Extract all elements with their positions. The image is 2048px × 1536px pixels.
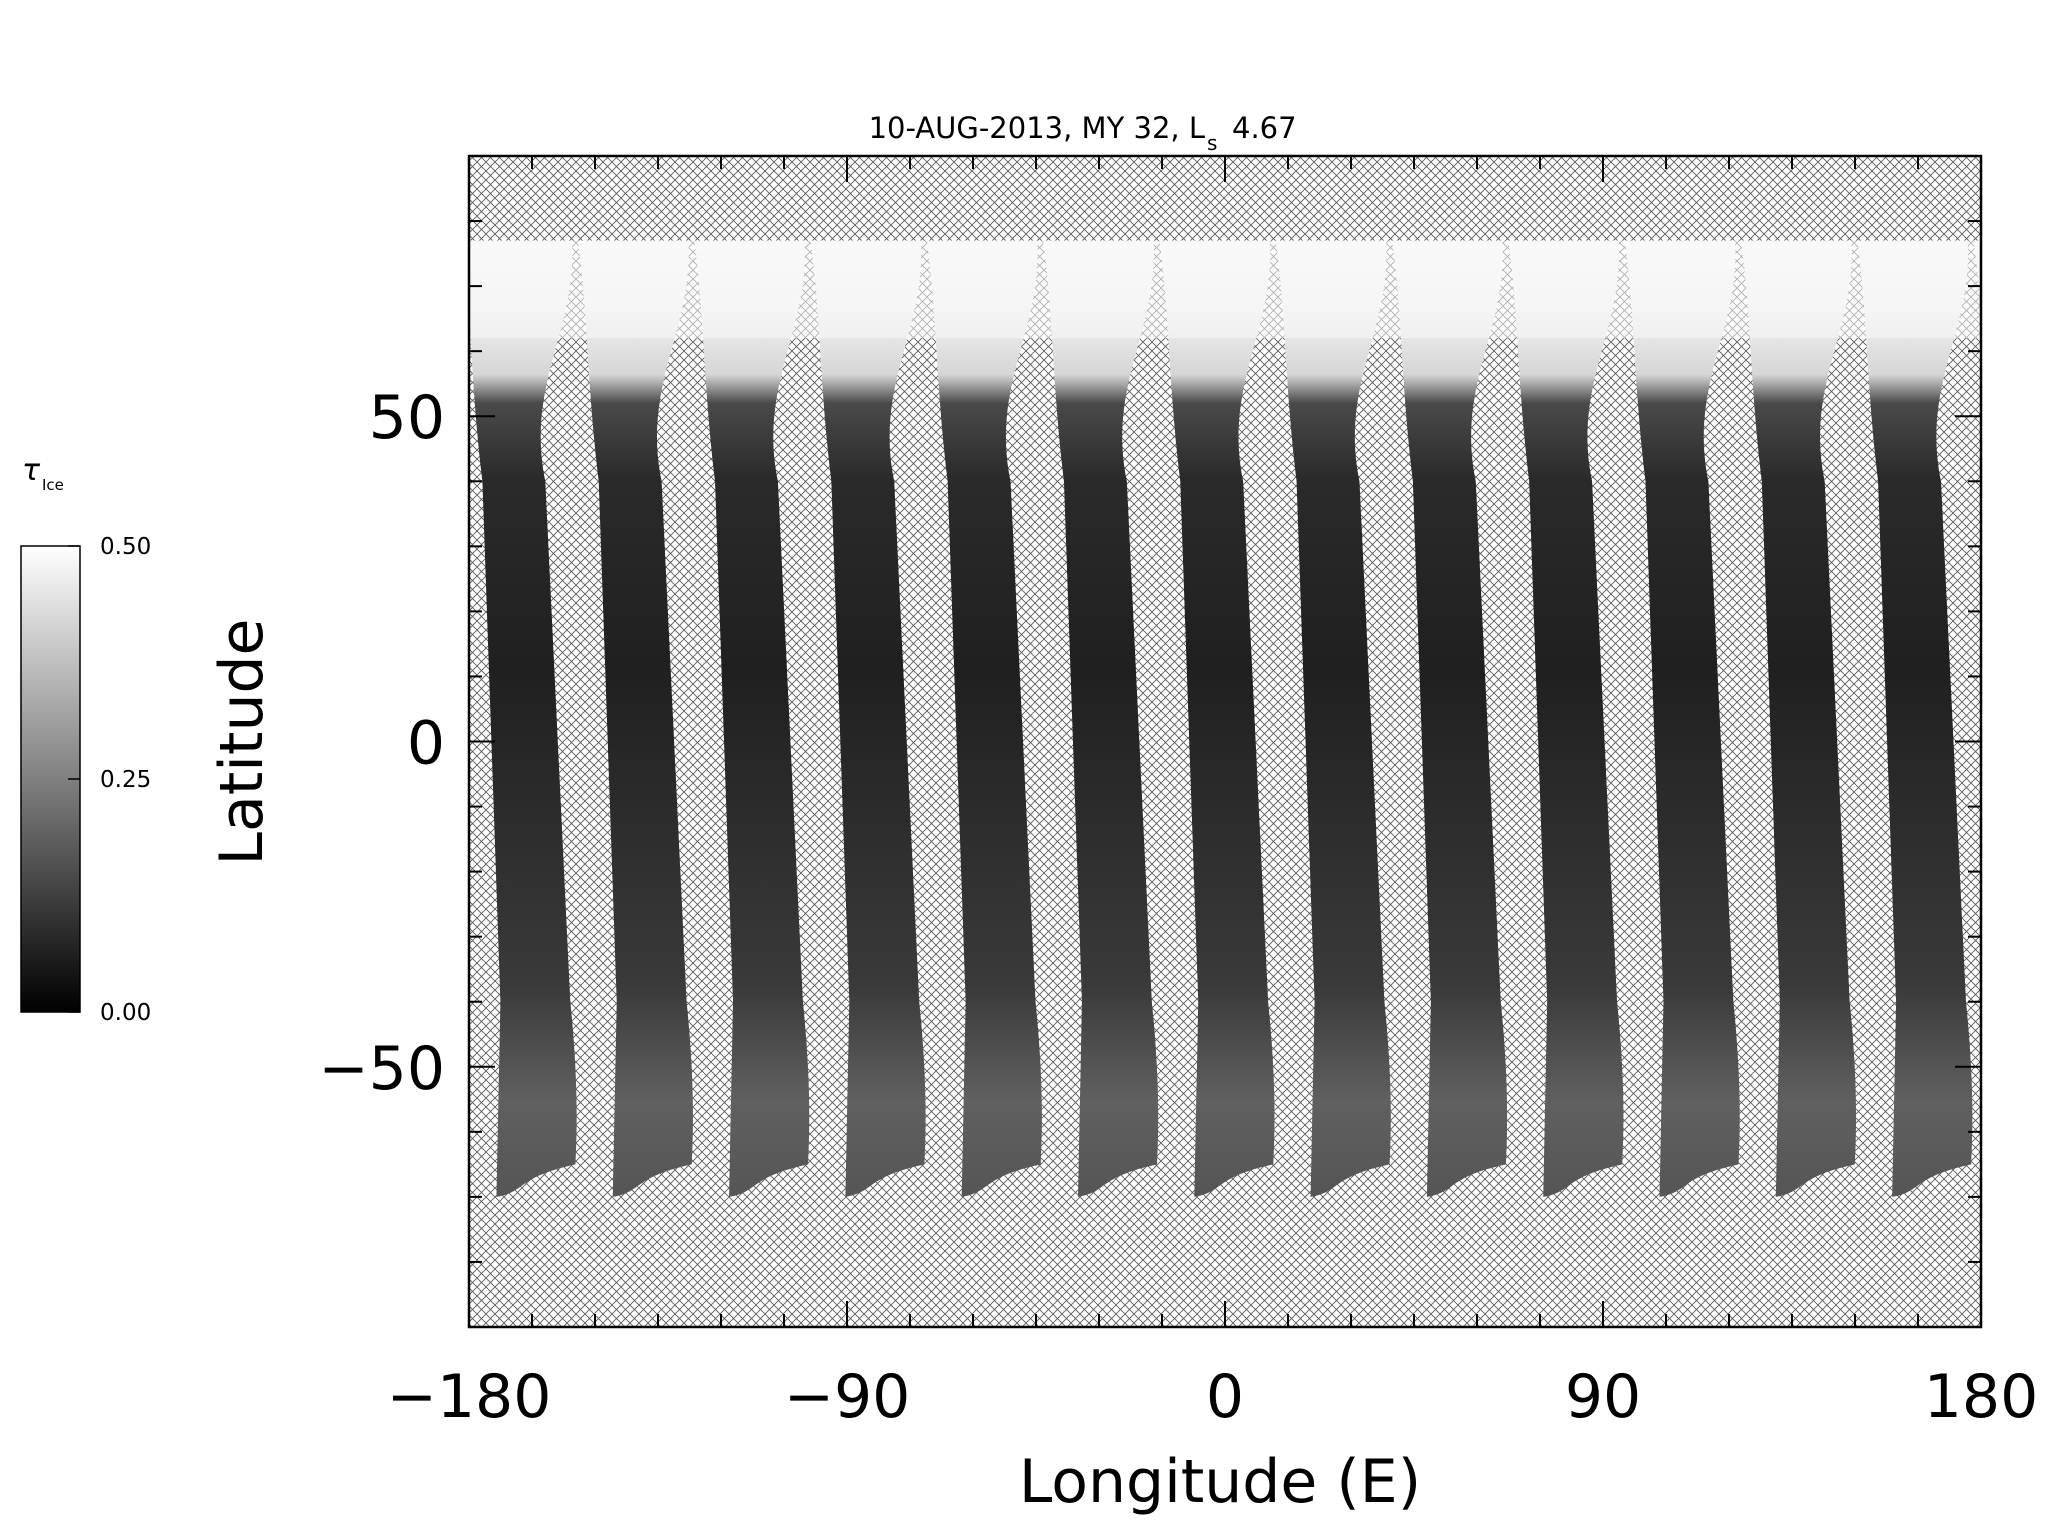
chart-title: 10-AUG-2013, MY 32, L	[869, 111, 1205, 145]
colorbar-tick-label: 0.50	[100, 534, 151, 560]
swath	[1508, 240, 1624, 1197]
swath	[810, 240, 926, 1197]
x-tick-label: −180	[387, 1362, 552, 1432]
swath	[1275, 240, 1391, 1197]
swath	[1043, 240, 1159, 1197]
y-tick-label: 0	[407, 709, 445, 779]
polar-cap-band	[469, 240, 1981, 339]
colorbar-ticks: 0.00 0.25 0.50	[68, 534, 151, 1026]
chart-title-value: 4.67	[1232, 111, 1297, 145]
swath-layer	[469, 240, 1981, 1197]
colorbar-tick-label: 0.00	[100, 1000, 151, 1026]
y-axis-label: Latitude	[207, 619, 277, 866]
x-tick-label: −90	[784, 1362, 911, 1432]
swath	[1159, 240, 1275, 1197]
x-tick-label: 0	[1206, 1362, 1244, 1432]
swath	[694, 240, 810, 1197]
x-tick-label: 180	[1924, 1362, 2039, 1432]
x-axis: −180 −90 0 90 180	[387, 156, 2039, 1432]
swath	[1857, 240, 1973, 1197]
chart-title-subscript: s	[1207, 131, 1217, 155]
y-axis: −50 0 50	[318, 155, 1981, 1328]
swath	[1624, 240, 1740, 1197]
swath	[1740, 240, 1857, 1197]
swath	[1973, 240, 1981, 317]
y-tick-label: 50	[369, 383, 445, 453]
swath	[469, 240, 577, 1197]
colorbar-tick-label: 0.25	[100, 767, 151, 793]
y-tick-label: −50	[318, 1034, 445, 1104]
swath	[1392, 240, 1508, 1197]
swath	[926, 240, 1042, 1197]
x-tick-label: 90	[1565, 1362, 1641, 1432]
colorbar-label-subscript: Ice	[42, 476, 64, 494]
swath	[577, 240, 693, 1197]
colorbar-label: τ	[22, 453, 41, 488]
x-axis-label: Longitude (E)	[1019, 1447, 1421, 1517]
